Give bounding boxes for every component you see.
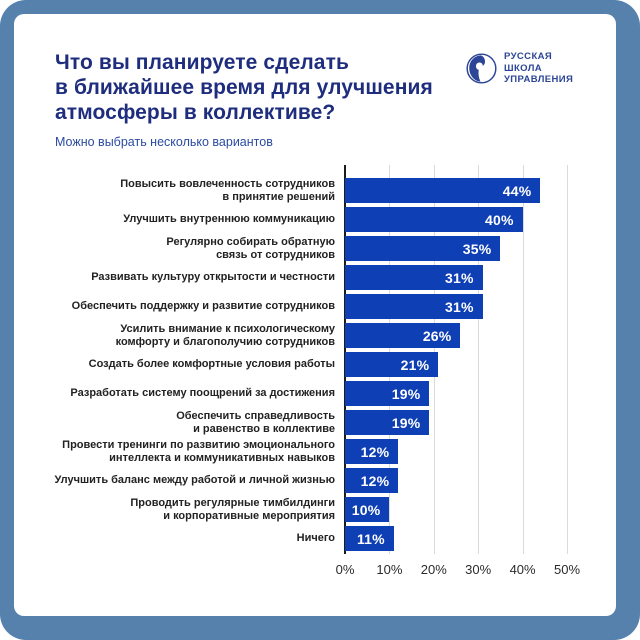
x-axis: 0% 10% 20% 30% 40% 50% — [336, 562, 580, 580]
x-tick-label: 50% — [553, 562, 581, 577]
bar-track: 31% — [345, 294, 567, 319]
bar-value-label: 40% — [484, 211, 514, 228]
category-label: Ничего — [296, 532, 335, 544]
bar-track: 35% — [345, 236, 567, 261]
bar: 19% — [345, 381, 430, 406]
bar-track: 19% — [345, 410, 567, 435]
bar: 19% — [345, 410, 430, 435]
category-label: Провести тренинги по развитию эмоциональ… — [62, 438, 335, 464]
chart-row: Разработать систему поощрений за достиже… — [14, 379, 567, 408]
bar: 10% — [345, 497, 390, 522]
bar-value-label: 31% — [445, 269, 474, 286]
bar-track: 12% — [345, 468, 567, 493]
bar: 40% — [345, 207, 523, 232]
bar-track: 26% — [345, 323, 567, 348]
category-label: Создать более комфортные условия работы — [88, 358, 335, 370]
x-tick-label: 0% — [335, 562, 355, 577]
chart-row: Усилить внимание к психологическому комф… — [14, 321, 567, 350]
bar-track: 12% — [345, 439, 567, 464]
page-subtitle: Можно выбрать несколько вариантов — [55, 135, 273, 149]
x-tick-label: 20% — [420, 562, 447, 577]
bar-track: 19% — [345, 381, 567, 406]
bar: 35% — [345, 236, 501, 261]
x-tick-label: 30% — [465, 562, 492, 577]
category-label: Обеспечить справедливость и равенство в … — [176, 409, 335, 435]
gridline — [567, 165, 568, 554]
chart-row: Повысить вовлеченность сотрудников в при… — [14, 176, 567, 205]
bar-track: 11% — [345, 526, 567, 551]
gridline — [522, 165, 524, 554]
chart-row: Развивать культуру открытости и честност… — [14, 263, 567, 292]
bar-value-label: 10% — [351, 501, 381, 518]
bar-track: 31% — [345, 265, 567, 290]
category-label: Улучшить внутреннюю коммуникацию — [123, 213, 335, 225]
bar-value-label: 19% — [391, 414, 421, 431]
bar: 31% — [345, 265, 483, 290]
chart-rows: Повысить вовлеченность сотрудников в при… — [14, 176, 567, 553]
bar-value-label: 11% — [356, 530, 385, 547]
chart-row: Обеспечить поддержку и развитие сотрудни… — [14, 292, 567, 321]
x-tick-label: 10% — [376, 562, 403, 577]
chart-row: Регулярно собирать обратную связь от сот… — [14, 234, 567, 263]
bar: 44% — [345, 178, 541, 203]
category-label: Улучшить баланс между работой и личной ж… — [54, 474, 336, 486]
category-label: Развивать культуру открытости и честност… — [91, 271, 335, 283]
category-label: Регулярно собирать обратную связь от сот… — [166, 235, 335, 261]
chart-row: Ничего 11% — [14, 524, 567, 553]
chart-row: Провести тренинги по развитию эмоциональ… — [14, 437, 567, 466]
brand-logo: РУССКАЯ ШКОЛА УПРАВЛЕНИЯ — [466, 51, 573, 86]
category-label: Проводить регулярные тимбилдинги и корпо… — [130, 496, 335, 522]
gridline — [478, 165, 480, 554]
bar: 31% — [345, 294, 483, 319]
bar-value-label: 19% — [391, 385, 421, 402]
category-label: Усилить внимание к психологическому комф… — [115, 322, 335, 348]
content-card: Что вы планируете сделать в ближайшее вр… — [14, 14, 616, 616]
bar-value-label: 12% — [360, 472, 390, 489]
bar: 21% — [345, 352, 439, 377]
bar-track: 21% — [345, 352, 567, 377]
bar: 11% — [345, 526, 394, 551]
category-label: Обеспечить поддержку и развитие сотрудни… — [71, 300, 335, 312]
category-label: Повысить вовлеченность сотрудников в при… — [120, 177, 335, 203]
bar: 12% — [345, 468, 399, 493]
bar-value-label: 21% — [400, 356, 430, 373]
bar-chart: Повысить вовлеченность сотрудников в при… — [14, 165, 580, 585]
chart-row: Улучшить внутреннюю коммуникацию 40% — [14, 205, 567, 234]
bar-track: 40% — [345, 207, 567, 232]
bar-track: 44% — [345, 178, 567, 203]
bar-value-label: 12% — [360, 443, 390, 460]
x-tick-label: 40% — [509, 562, 536, 577]
bar-value-label: 31% — [445, 298, 474, 315]
category-label: Разработать систему поощрений за достиже… — [70, 387, 335, 399]
bar: 12% — [345, 439, 399, 464]
chart-row: Создать более комфортные условия работы 2… — [14, 350, 567, 379]
brand-name: РУССКАЯ ШКОЛА УПРАВЛЕНИЯ — [504, 51, 574, 85]
chart-row: Проводить регулярные тимбилдинги и корпо… — [14, 495, 567, 524]
globe-profile-icon — [466, 53, 497, 84]
bar-track: 10% — [345, 497, 567, 522]
chart-row: Обеспечить справедливость и равенство в … — [14, 408, 567, 437]
bar-value-label: 26% — [422, 327, 452, 344]
bar-value-label: 44% — [502, 182, 532, 199]
chart-row: Улучшить баланс между работой и личной ж… — [14, 466, 567, 495]
bar: 26% — [345, 323, 461, 348]
page-title: Что вы планируете сделать в ближайшее вр… — [55, 51, 433, 124]
bar-value-label: 35% — [462, 240, 492, 257]
